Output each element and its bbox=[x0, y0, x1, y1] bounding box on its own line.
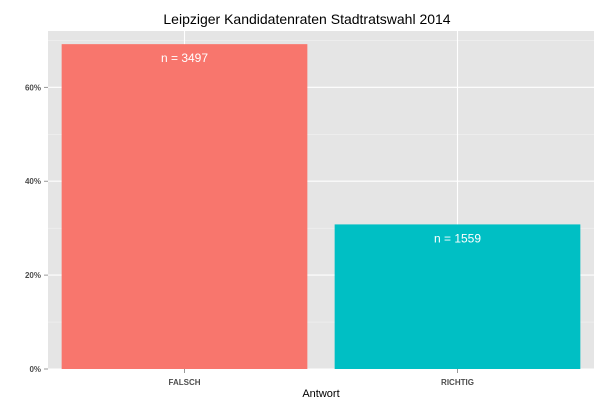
bar-label-richtig: n = 1559 bbox=[434, 231, 481, 245]
y-tick-label: 40% bbox=[25, 177, 41, 186]
bar-labels: n = 3497 n = 1559 bbox=[161, 51, 481, 245]
x-axis-ticks: FALSCH RICHTIG bbox=[169, 369, 474, 387]
x-axis-title: Antwort bbox=[302, 388, 339, 400]
bar-richtig bbox=[334, 224, 581, 369]
bars bbox=[61, 44, 581, 370]
bar-label-falsch: n = 3497 bbox=[161, 51, 208, 65]
x-tick-label-richtig: RICHTIG bbox=[441, 378, 474, 387]
y-tick-label: 0% bbox=[29, 365, 41, 374]
y-axis-ticks: 0% 20% 40% 60% bbox=[25, 83, 48, 374]
x-tick-label-falsch: FALSCH bbox=[169, 378, 201, 387]
y-tick-label: 60% bbox=[25, 83, 41, 92]
bar-falsch bbox=[61, 44, 308, 370]
chart-title: Leipziger Kandidatenraten Stadtratswahl … bbox=[163, 11, 450, 27]
y-tick-label: 20% bbox=[25, 271, 41, 280]
